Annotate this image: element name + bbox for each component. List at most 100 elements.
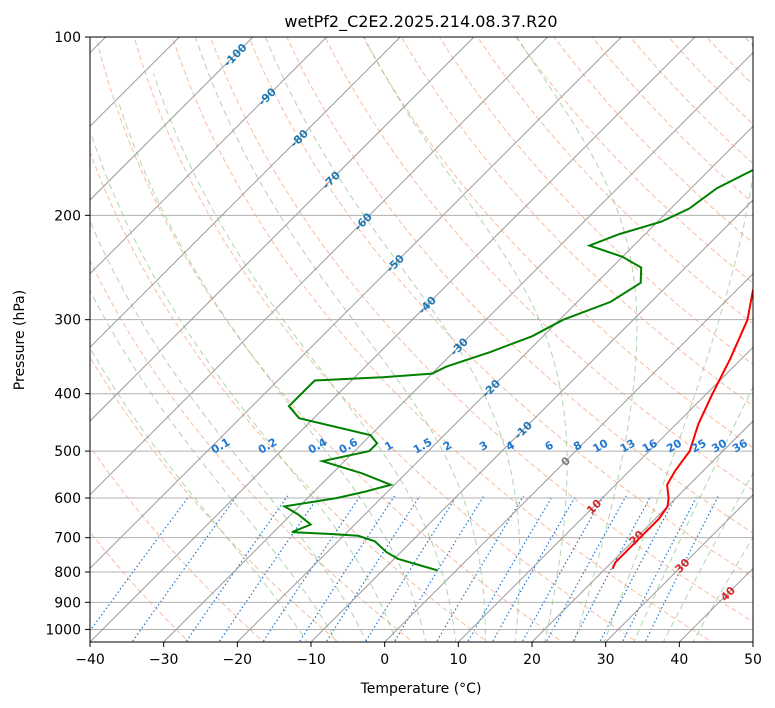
- x-tick-label: 50: [744, 652, 762, 668]
- mixing-ratio-line: [90, 495, 190, 632]
- mixing-ratio-label: 36: [730, 436, 750, 455]
- mixing-ratio-line: [599, 495, 677, 642]
- isotherm: [90, 37, 549, 496]
- dry-adiabat: [90, 531, 190, 642]
- dry-adiabat: [591, 37, 753, 204]
- mixing-ratio-line: [521, 495, 605, 642]
- y-tick-label: 300: [54, 313, 81, 329]
- mixing-ratio-line: [298, 495, 396, 642]
- dry-adiabat: [90, 259, 414, 642]
- isotherm-label: 10: [584, 497, 604, 517]
- dry-adiabat: [171, 37, 713, 642]
- profile-series: [281, 168, 753, 572]
- dry-adiabat: [400, 37, 753, 407]
- isotherm-label: -90: [256, 85, 279, 108]
- dry-adiabat: [629, 37, 753, 165]
- y-tick-label: 900: [54, 595, 81, 611]
- dry-adiabat: [438, 37, 753, 365]
- isotherm: [90, 37, 402, 349]
- dry-adiabat: [744, 37, 753, 47]
- mixing-ratio-line: [572, 495, 652, 642]
- dry-adiabat: [248, 37, 753, 578]
- skewed-isotherms: [90, 37, 753, 642]
- isotherm: [752, 641, 753, 642]
- mixing-ratio-line: [491, 495, 577, 642]
- mixing-ratio-label: 10: [591, 436, 611, 455]
- x-axis-ticks: −40 −30 −20 −10 0 10 20 30 40 50: [75, 642, 762, 668]
- dry-adiabat: [477, 37, 753, 325]
- moist-adiabats: [90, 37, 753, 642]
- moist-adiabat: [118, 104, 427, 642]
- moist-adiabat: [264, 37, 521, 642]
- plot-frame: [89, 36, 754, 643]
- y-tick-label: 400: [54, 387, 81, 403]
- moist-adiabat: [692, 536, 753, 642]
- isotherm-label: -100: [221, 41, 250, 70]
- isotherm: [90, 37, 328, 275]
- mixing-ratio-label: 16: [640, 436, 660, 455]
- dewpoint-line: [281, 168, 753, 572]
- dry-adiabat: [90, 150, 489, 642]
- isotherm: [90, 37, 181, 128]
- mixing-ratio-label: 30: [709, 436, 729, 455]
- isotherm: [457, 346, 753, 642]
- mixing-ratio-line: [545, 495, 627, 642]
- dry-adiabat: [286, 37, 753, 534]
- y-tick-label: 1000: [45, 622, 81, 638]
- moist-adiabat: [90, 219, 367, 642]
- temperature-line: [611, 286, 753, 570]
- isotherm: [90, 37, 696, 642]
- x-tick-label: −40: [75, 652, 105, 668]
- y-tick-label: 100: [54, 30, 81, 46]
- moist-adiabat: [90, 289, 338, 642]
- moist-adiabat: [516, 37, 638, 642]
- x-tick-label: 10: [449, 652, 467, 668]
- mixing-ratio-line: [435, 495, 525, 642]
- moist-adiabat: [633, 386, 753, 642]
- isotherm: [384, 272, 753, 642]
- x-tick-label: 40: [670, 652, 688, 668]
- isotherm: [90, 37, 475, 422]
- x-tick-label: −20: [223, 652, 253, 668]
- chart-title: wetPf2_C2E2.2025.214.08.37.R20: [284, 12, 557, 32]
- isotherm: [605, 493, 753, 642]
- y-axis-title: Pressure (hPa): [12, 290, 28, 390]
- mixing-ratio-label: 0.4: [306, 435, 330, 456]
- x-tick-label: −30: [149, 652, 179, 668]
- y-tick-label: 800: [54, 565, 81, 581]
- dry-adiabat: [705, 37, 753, 86]
- isotherm: [531, 420, 753, 642]
- dry-adiabat: [90, 356, 339, 642]
- x-tick-label: −10: [296, 652, 326, 668]
- isotherm: [310, 199, 753, 642]
- mixing-ratio-label: 13: [618, 437, 638, 456]
- mixing-ratio-line: [325, 495, 421, 642]
- mixing-ratio-label: 25: [689, 437, 709, 456]
- mixing-ratio-line: [185, 495, 289, 642]
- moist-adiabat: [662, 472, 753, 642]
- moist-adiabat: [195, 37, 486, 642]
- isotherm: [236, 125, 753, 642]
- mixing-ratio-line: [218, 495, 320, 642]
- dry-adiabat: [515, 37, 753, 284]
- mixing-ratio-lines: [90, 495, 719, 642]
- moist-adiabat: [90, 132, 397, 642]
- dry-adiabat: [362, 37, 753, 449]
- mixing-ratio-line: [393, 495, 485, 642]
- isotherm: [90, 37, 623, 570]
- mixing-ratio-line: [466, 495, 554, 642]
- mixing-ratio-line: [364, 495, 458, 642]
- pressure-grid: [90, 37, 753, 630]
- mixing-ratio-label: 0.1: [209, 436, 232, 457]
- y-tick-label: 500: [54, 444, 81, 460]
- x-axis-title: Temperature (°C): [360, 681, 482, 697]
- isotherm: [163, 51, 753, 642]
- y-tick-label: 200: [54, 208, 81, 224]
- x-tick-label: 0: [380, 652, 389, 668]
- isotherm-label: 0: [559, 454, 574, 469]
- moist-adiabat: [603, 37, 753, 642]
- mixing-ratio-line: [262, 495, 361, 642]
- isotherm: [90, 37, 254, 201]
- y-axis-ticks: 100 200 300 400 500 600 700 800 900 1000: [45, 30, 90, 638]
